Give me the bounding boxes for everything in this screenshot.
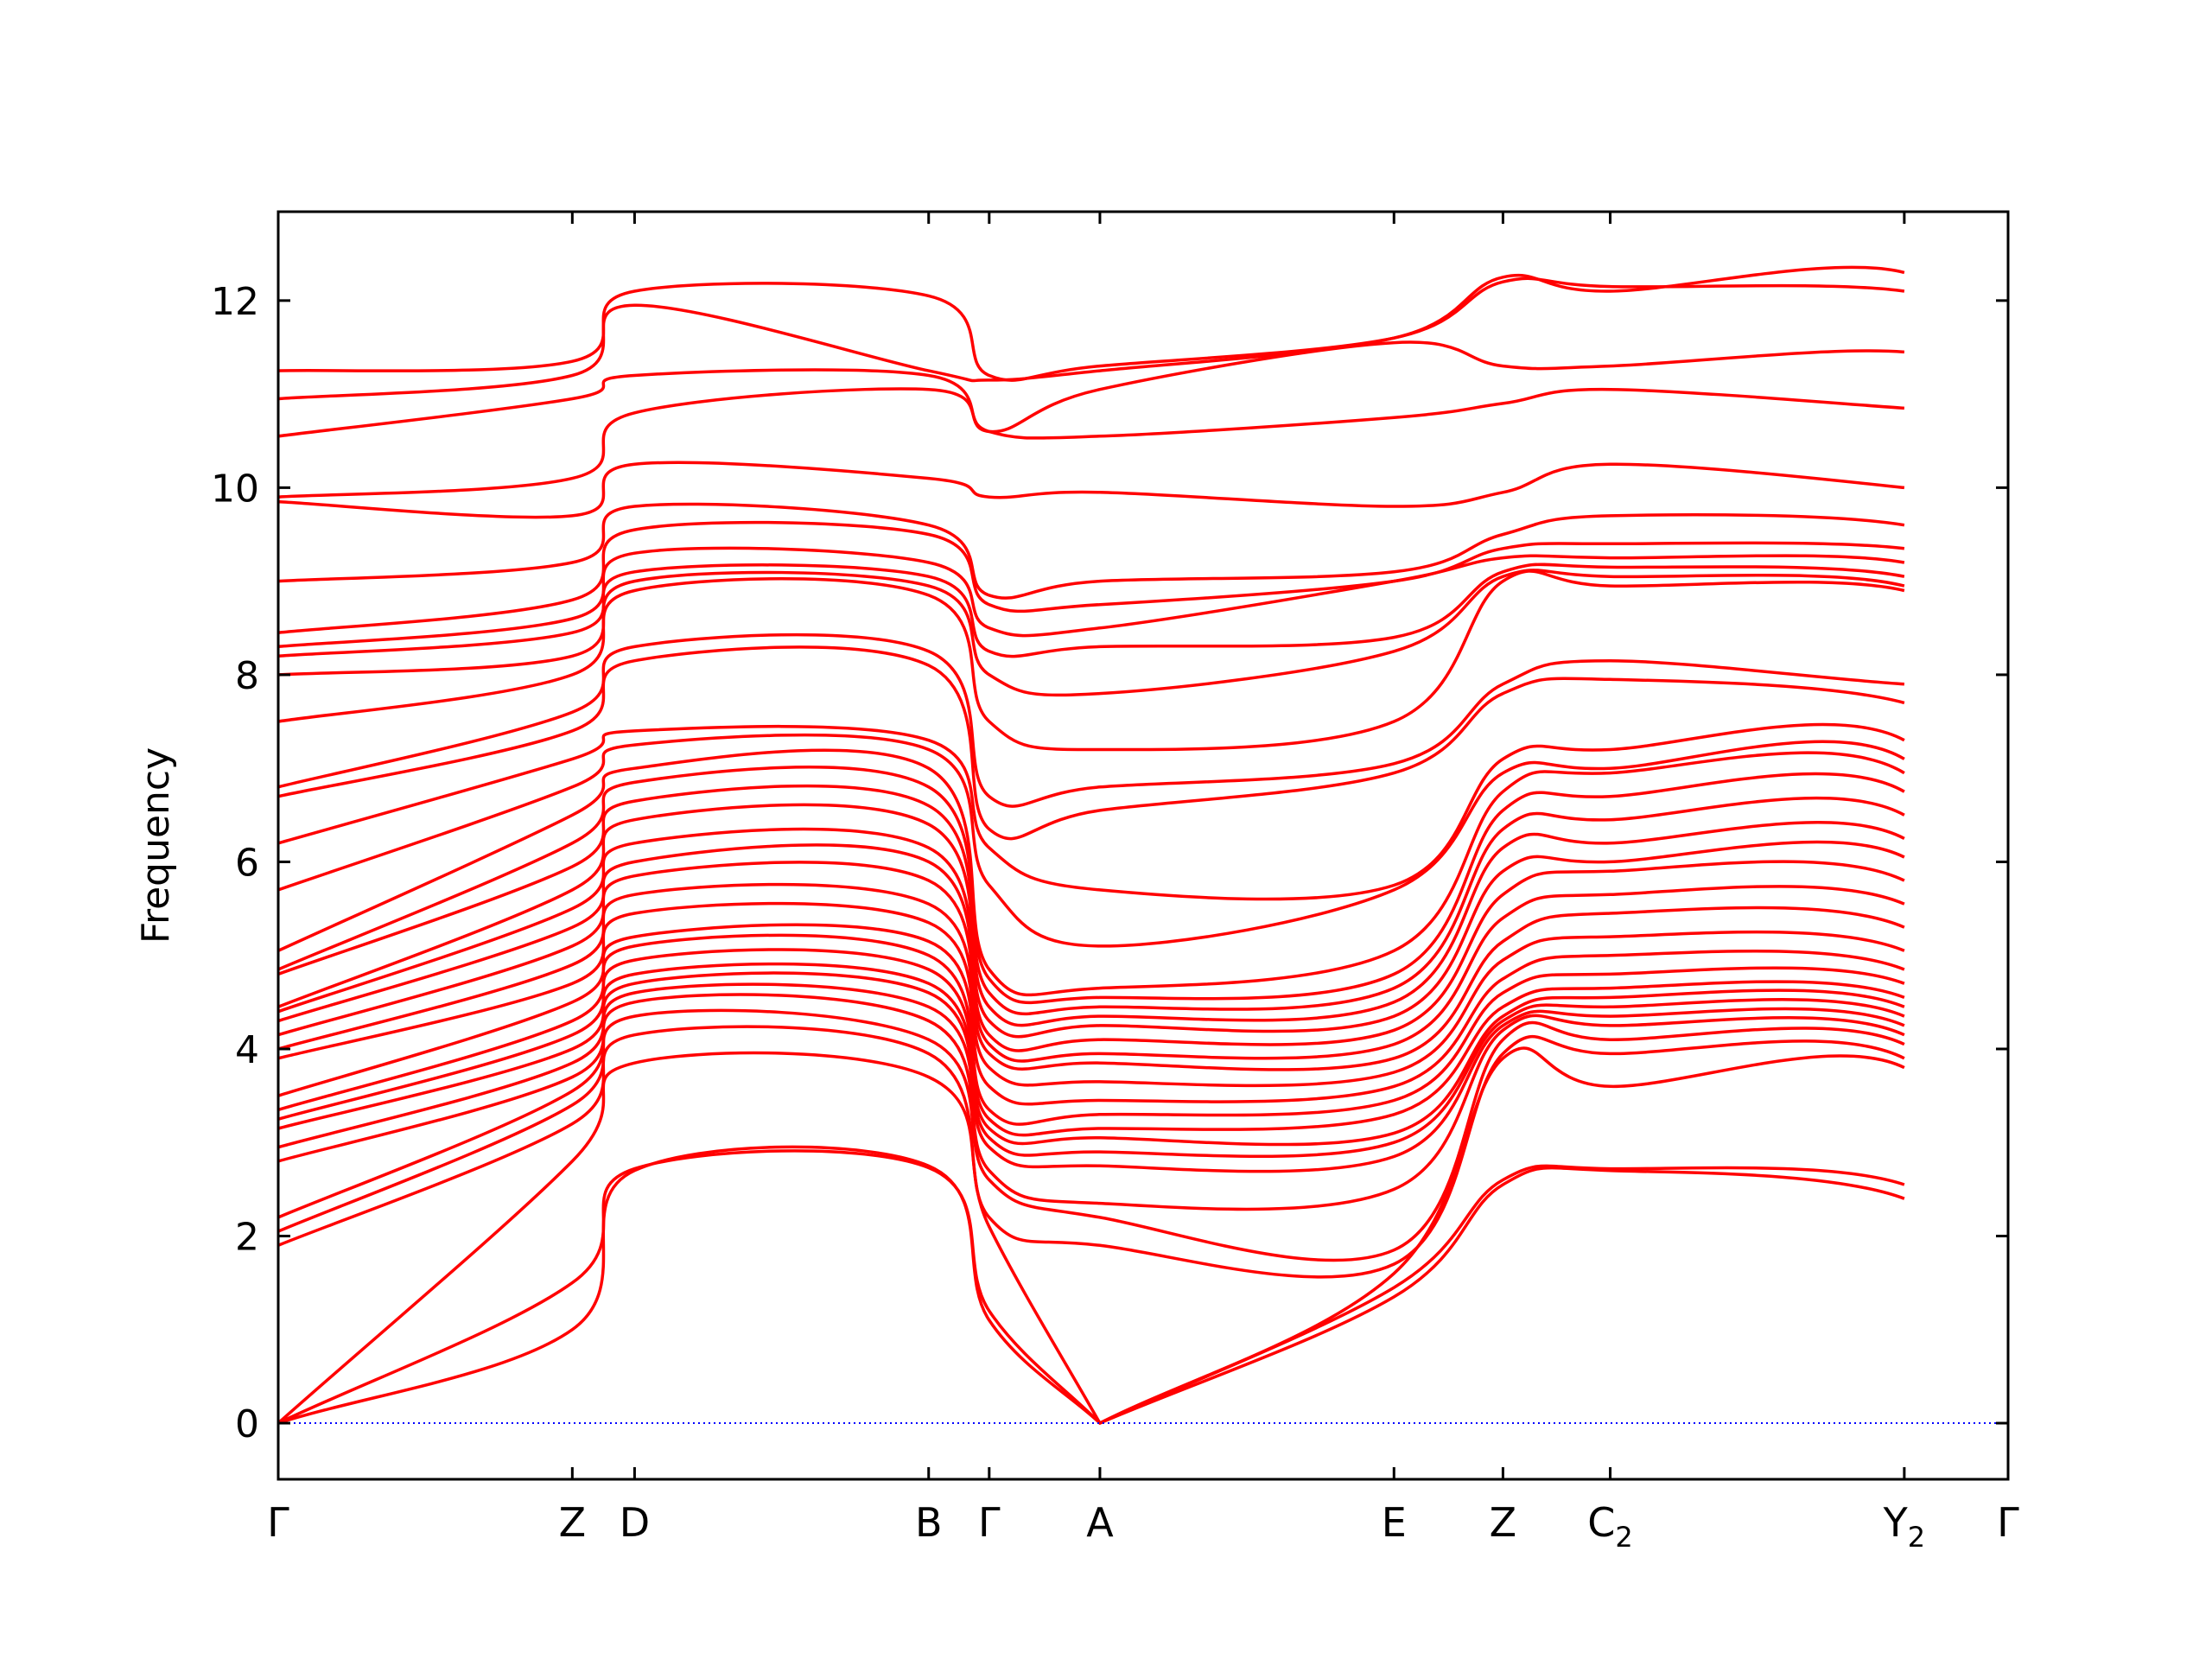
band-line-19 xyxy=(278,784,1905,1016)
y-tick-label: 12 xyxy=(211,280,259,324)
band-line-18 xyxy=(278,803,1905,1027)
y-tick-label: 4 xyxy=(235,1028,259,1072)
band-line-17 xyxy=(278,827,1905,1039)
band-line-15 xyxy=(278,861,1905,1063)
band-line-10 xyxy=(278,948,1905,1137)
y-tick-label: 0 xyxy=(235,1402,259,1446)
y-tick-label: 2 xyxy=(235,1216,259,1260)
band-line-36 xyxy=(278,276,1905,382)
x-tick-label: Z xyxy=(1490,1499,1517,1546)
band-line-9 xyxy=(278,962,1905,1147)
band-line-22 xyxy=(278,733,1905,948)
band-line-26 xyxy=(278,569,1905,752)
band-line-24 xyxy=(278,645,1905,841)
band-line-25 xyxy=(278,632,1905,808)
x-tick-label: D xyxy=(620,1499,650,1546)
band-line-16 xyxy=(278,843,1905,1052)
band-line-28 xyxy=(278,563,1905,658)
band-line-20 xyxy=(278,766,1905,1005)
band-line-14 xyxy=(278,882,1905,1071)
y-axis-label: Frequency xyxy=(134,747,178,944)
x-tick-label: Γ xyxy=(1997,1499,2019,1546)
band-line-34 xyxy=(278,340,1905,438)
x-tick-label: C2 xyxy=(1587,1499,1632,1554)
band-line-21 xyxy=(278,748,1905,997)
band-line-12 xyxy=(278,923,1905,1106)
band-line-7 xyxy=(278,982,1905,1173)
band-line-3 xyxy=(278,1046,1905,1425)
x-tick-label: Y2 xyxy=(1883,1499,1925,1554)
y-tick-label: 8 xyxy=(235,654,259,698)
x-tick-label: Γ xyxy=(978,1499,1001,1546)
band-line-32 xyxy=(278,461,1905,519)
x-tick-label: Γ xyxy=(267,1499,289,1546)
x-tick-label: Z xyxy=(559,1499,587,1546)
x-tick-label: A xyxy=(1086,1499,1114,1546)
band-line-13 xyxy=(278,901,1905,1088)
band-line-2 xyxy=(278,1149,1905,1425)
band-line-29 xyxy=(278,546,1905,649)
band-line-11 xyxy=(278,933,1905,1126)
x-tick-label: E xyxy=(1382,1499,1407,1546)
y-tick-label: 6 xyxy=(235,841,259,885)
band-line-27 xyxy=(278,569,1905,697)
band-line-33 xyxy=(278,387,1905,499)
band-line-8 xyxy=(278,971,1905,1159)
band-line-4 xyxy=(278,1025,1905,1279)
band-line-5 xyxy=(278,1008,1905,1262)
band-line-31 xyxy=(278,502,1905,600)
y-tick-label: 10 xyxy=(211,467,259,511)
band-line-23 xyxy=(278,722,1905,901)
band-line-30 xyxy=(278,520,1905,634)
band-line-1 xyxy=(278,1145,1905,1425)
axis-ticks xyxy=(276,212,2010,1479)
x-tick-label: B xyxy=(915,1499,943,1546)
plot-frame xyxy=(276,210,2010,1481)
band-lines xyxy=(278,265,1905,1425)
band-line-6 xyxy=(278,993,1905,1219)
